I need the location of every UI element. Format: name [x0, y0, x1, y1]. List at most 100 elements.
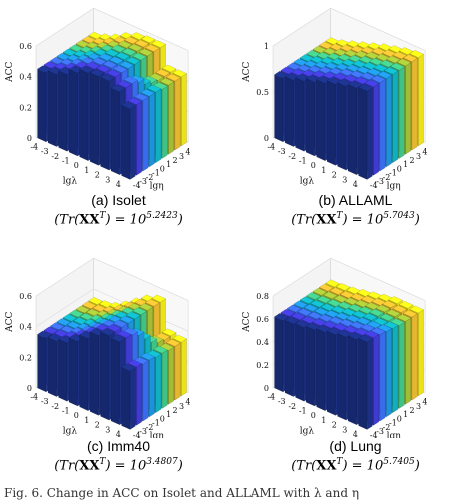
- z-tick-label: 0: [264, 384, 269, 393]
- x-tick-label: 4: [116, 180, 121, 189]
- y-tick-label: 1: [403, 160, 408, 169]
- caption-label: (a) Isolet: [91, 192, 146, 208]
- y-tick-label: 1: [166, 410, 171, 419]
- z-tick-label: 0.4: [19, 323, 32, 332]
- z-gridline: [272, 257, 426, 301]
- x-tick-label: -4: [267, 142, 275, 151]
- y-tick-label: 3: [179, 402, 184, 411]
- z-tick-label: 0: [264, 134, 269, 143]
- y-tick-label: -3: [139, 427, 147, 436]
- y-tick-label: 0: [397, 414, 402, 423]
- x-axis-label: lgλ: [63, 426, 78, 436]
- caption-allaml: (b) ALLAML (Tr(XXT) = 105.7043): [237, 192, 474, 228]
- y-tick-label: 2: [173, 156, 178, 165]
- y-axis-label: lgη: [150, 181, 164, 191]
- x-tick-label: -4: [30, 392, 38, 401]
- z-tick-label: 0.6: [19, 292, 32, 301]
- y-tick-label: 1: [403, 410, 408, 419]
- x-tick-label: 0: [74, 161, 79, 170]
- y-tick-label: 2: [410, 156, 415, 165]
- x-tick-label: -1: [62, 406, 70, 415]
- z-tick-label: 0.6: [256, 315, 269, 324]
- x-tick-label: 4: [353, 180, 358, 189]
- y-tick-label: 0: [397, 164, 402, 173]
- y-tick-label: -1: [152, 169, 160, 178]
- y-tick-label: 0: [160, 164, 165, 173]
- x-tick-label: 1: [321, 416, 326, 425]
- x-tick-label: 0: [311, 411, 316, 420]
- y-tick-label: 4: [185, 148, 190, 157]
- x-tick-label: 4: [353, 430, 358, 438]
- x-axis-label: lgλ: [63, 176, 78, 186]
- z-gridline: [35, 7, 189, 51]
- trace-formula: (Tr(XXT) = 105.2423): [54, 211, 183, 228]
- x-tick-label: -3: [41, 397, 49, 406]
- y-tick-label: 2: [410, 406, 415, 415]
- x-tick-label: 3: [105, 175, 110, 184]
- z-gridline: [35, 257, 189, 301]
- x-tick-label: -2: [51, 402, 59, 411]
- x-tick-label: -2: [288, 152, 296, 161]
- x-tick-label: -1: [62, 156, 70, 165]
- y-tick-label: 4: [422, 398, 427, 407]
- caption-isolet: (a) Isolet (Tr(XXT) = 105.2423): [0, 192, 237, 228]
- y-tick-label: 4: [185, 398, 190, 407]
- trace-formula: (Tr(XXT) = 105.7405): [291, 457, 420, 474]
- x-tick-label: 0: [74, 411, 79, 420]
- y-tick-label: 3: [416, 402, 421, 411]
- x-tick-label: 2: [332, 421, 337, 430]
- caption-label: (c) Imm40: [87, 438, 150, 454]
- trace-formula: (Tr(XXT) = 103.4807): [54, 457, 183, 474]
- z-axis-label: ACC: [5, 312, 15, 333]
- y-axis-label: lgη: [387, 431, 401, 438]
- z-tick-label: 1: [264, 42, 269, 51]
- x-tick-label: 4: [116, 430, 121, 438]
- x-tick-label: -3: [278, 147, 286, 156]
- z-tick-label: 0: [27, 134, 32, 143]
- y-tick-label: -4: [370, 181, 378, 190]
- y-tick-label: -2: [146, 423, 154, 432]
- y-tick-label: -1: [389, 419, 397, 428]
- y-tick-label: 4: [422, 148, 427, 157]
- z-tick-label: 0.6: [19, 42, 32, 51]
- y-tick-label: -3: [139, 177, 147, 186]
- x-tick-label: -1: [299, 406, 307, 415]
- y-tick-label: -4: [370, 431, 378, 438]
- x-tick-label: -3: [278, 397, 286, 406]
- caption-imm40: (c) Imm40 (Tr(XXT) = 103.4807): [0, 438, 237, 474]
- z-tick-label: 0.4: [19, 73, 32, 82]
- z-tick-label: 0.4: [256, 338, 269, 347]
- y-tick-label: -2: [383, 173, 391, 182]
- z-axis-label: ACC: [242, 312, 252, 333]
- x-tick-label: 2: [95, 421, 100, 430]
- x-tick-label: -1: [299, 156, 307, 165]
- x-tick-label: -3: [41, 147, 49, 156]
- y-tick-label: -3: [376, 177, 384, 186]
- z-tick-label: 0.2: [256, 361, 269, 370]
- z-tick-label: 0.2: [19, 353, 32, 362]
- z-axis-label: ACC: [242, 62, 252, 83]
- bar-3--4: [110, 84, 126, 176]
- x-tick-label: 3: [105, 425, 110, 434]
- z-axis-label: ACC: [5, 62, 15, 83]
- caption-lung: (d) Lung (Tr(XXT) = 105.7405): [237, 438, 474, 474]
- z-tick-label: 0.5: [256, 88, 269, 97]
- y-tick-label: 0: [160, 414, 165, 423]
- x-tick-label: 1: [84, 416, 89, 425]
- y-tick-label: -4: [133, 431, 141, 438]
- x-tick-label: 2: [332, 171, 337, 180]
- y-tick-label: 1: [166, 160, 171, 169]
- trace-formula: (Tr(XXT) = 105.7043): [291, 211, 420, 228]
- z-gridline: [272, 7, 426, 51]
- x-tick-label: 3: [342, 425, 347, 434]
- x-tick-label: 1: [321, 166, 326, 175]
- y-axis-label: lgη: [150, 431, 164, 438]
- x-tick-label: -4: [267, 392, 275, 401]
- x-axis-label: lgλ: [300, 426, 315, 436]
- y-tick-label: 3: [416, 152, 421, 161]
- x-tick-label: 3: [342, 175, 347, 184]
